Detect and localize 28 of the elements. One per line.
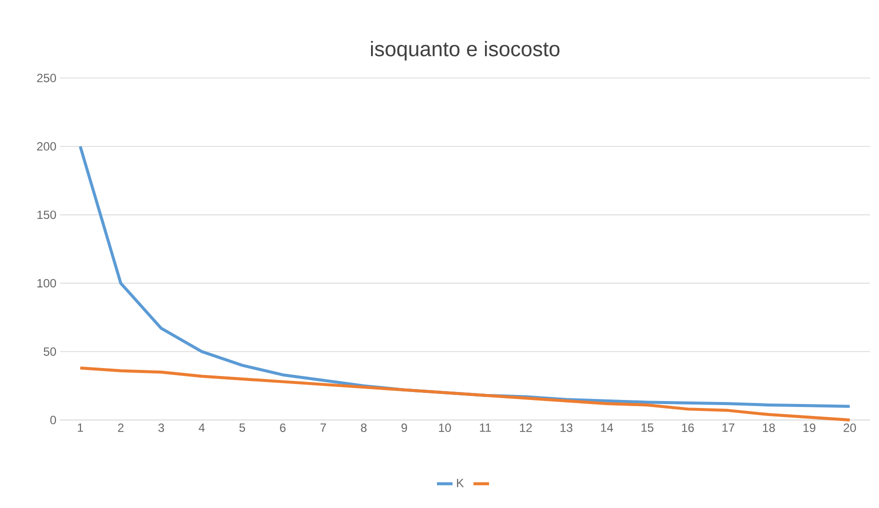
x-tick-label: 5 [239, 424, 246, 432]
legend-label: K [457, 478, 464, 488]
x-tick-label: 18 [763, 424, 775, 432]
x-tick-label: 3 [158, 424, 164, 432]
y-tick-label: 200 [37, 142, 56, 151]
y-tick-label: 100 [37, 278, 56, 288]
y-tick-label: 50 [44, 347, 56, 356]
y-tick-label: 250 [37, 74, 56, 82]
y-tick-label: 150 [37, 210, 56, 220]
x-tick-label: 19 [804, 424, 816, 432]
x-tick-label: 1 [78, 424, 83, 432]
x-tick-label: 7 [320, 424, 326, 432]
x-tick-label: 17 [722, 424, 734, 432]
x-tick-label: 20 [844, 424, 856, 432]
x-tick-label: 9 [401, 424, 408, 432]
chart-title: isoquanto e isocosto [371, 41, 560, 61]
x-tick-label: 16 [682, 424, 694, 432]
x-tick-label: 8 [360, 424, 367, 432]
x-tick-label: 14 [601, 424, 614, 432]
x-tick-label: 2 [118, 424, 124, 432]
x-tick-label: 11 [480, 424, 491, 432]
x-tick-label: 15 [642, 424, 654, 432]
x-tick-label: 4 [198, 424, 205, 432]
x-tick-label: 6 [280, 424, 286, 432]
y-tick-label: 0 [50, 416, 56, 424]
x-tick-label: 13 [560, 424, 572, 432]
x-tick-label: 12 [520, 424, 532, 432]
x-tick-label: 10 [439, 424, 451, 432]
